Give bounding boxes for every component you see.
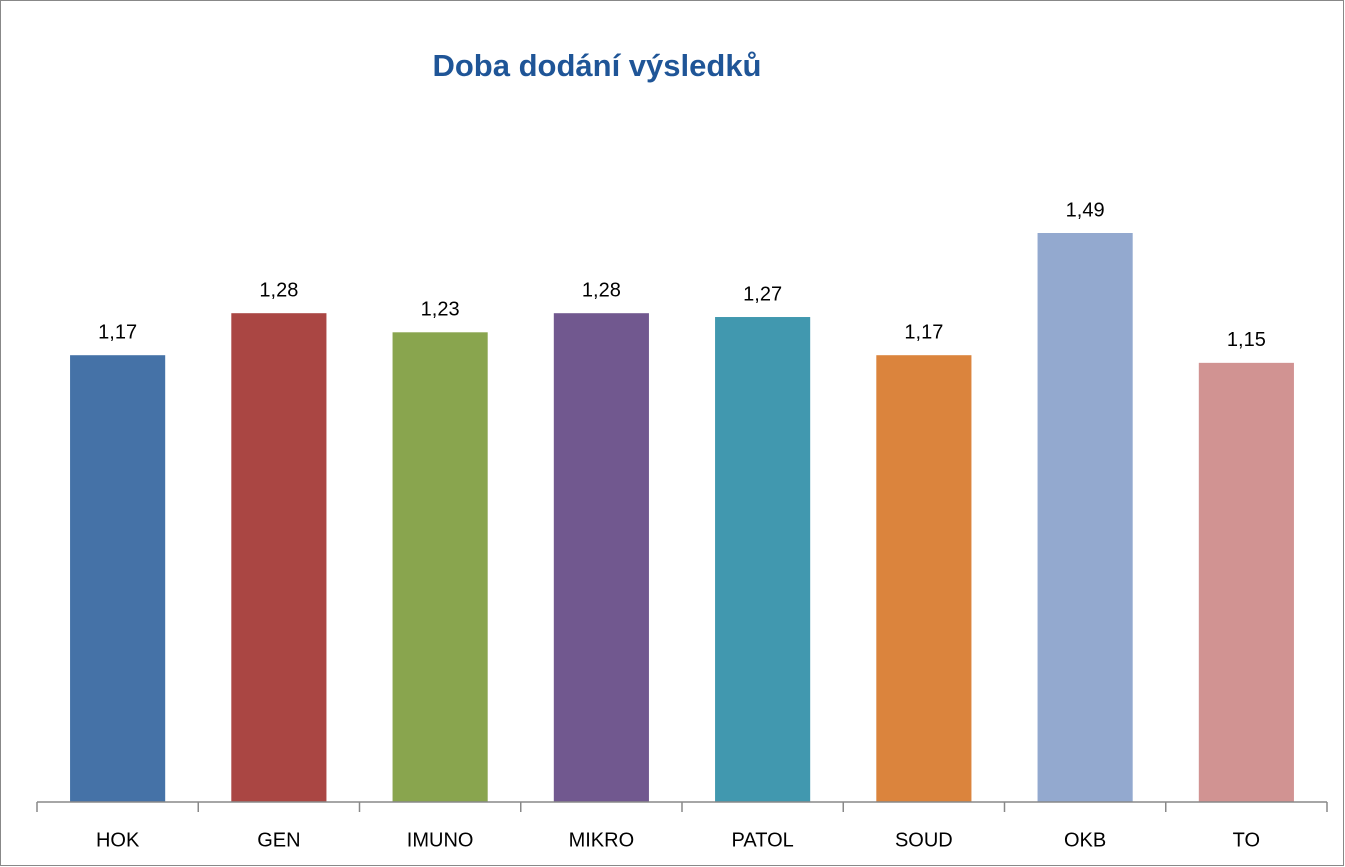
bar [392,332,488,802]
x-tick-label: MIKRO [569,829,635,851]
x-tick-label: IMUNO [407,829,474,851]
x-tick-label: PATOL [732,829,794,851]
bar [1037,233,1133,803]
data-label: 1,15 [1227,329,1266,351]
data-label: 1,23 [421,299,460,321]
bar [70,355,166,802]
x-tick-label: OKB [1064,829,1106,851]
bar [715,317,811,802]
x-tick-label: HOK [96,829,140,851]
data-label: 1,28 [582,279,621,301]
bar [1198,362,1294,802]
data-label: 1,17 [98,321,137,343]
data-label: 1,17 [904,321,943,343]
bar [231,313,327,802]
x-tick-label: GEN [257,829,300,851]
x-tick-label: SOUD [895,829,953,851]
data-label: 1,27 [743,283,782,305]
bar [876,355,972,802]
x-tick-label: TO [1233,829,1260,851]
bar [553,313,649,802]
chart-title: Doba dodání výsledků [432,48,761,83]
data-label: 1,28 [259,279,298,301]
data-label: 1,49 [1066,199,1105,221]
